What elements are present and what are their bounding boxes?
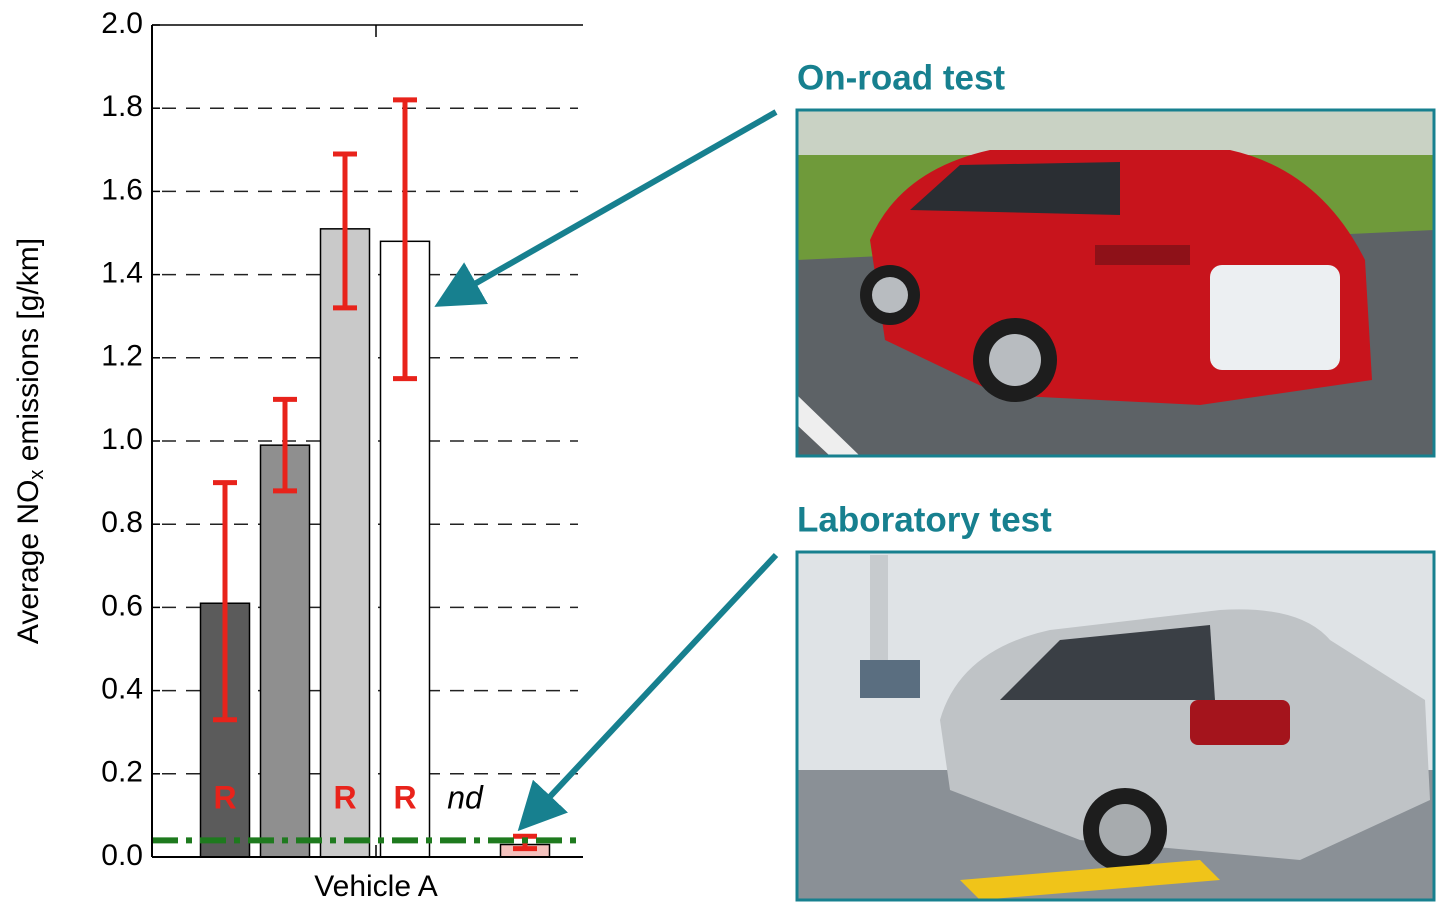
x-axis-label: Vehicle A: [314, 870, 437, 903]
bar-label: R: [393, 779, 416, 815]
y-label-part: emissions [g/km]: [12, 238, 45, 470]
bar: [321, 229, 370, 857]
y-label-part: Average NO: [12, 480, 45, 645]
panel-title: Laboratory test: [797, 500, 1052, 539]
y-axis-label: Average NOx emissions [g/km]: [12, 238, 48, 644]
panel-title: On-road test: [797, 58, 1005, 97]
y-tick-label: 2.0: [101, 7, 143, 40]
arrow: [530, 555, 776, 818]
y-tick-label: 1.8: [101, 90, 143, 123]
y-tick-label: 0.4: [101, 673, 143, 706]
y-tick-label: 1.2: [101, 340, 143, 373]
bar-label: R: [213, 779, 236, 815]
y-tick-label: 0.0: [101, 839, 143, 872]
y-tick-label: 1.4: [101, 257, 143, 290]
y-tick-label: 1.0: [101, 423, 143, 456]
y-tick-label: 0.8: [101, 506, 143, 539]
bar-label: R: [333, 779, 356, 815]
bar: [261, 445, 310, 857]
laboratory-photo: [797, 552, 1434, 900]
y-label-subscript: x: [26, 470, 48, 480]
y-tick-label: 1.6: [101, 173, 143, 206]
y-tick-label: 0.2: [101, 756, 143, 789]
y-tick-label: 0.6: [101, 589, 143, 622]
on-road-photo: [797, 110, 1434, 456]
figure: 0.0 0.2 0.4 0.6 0.8 1.0 1.2 1.4 1.6 1.8 2.0 R R Rnd A…: [0, 0, 1437, 906]
arrow: [450, 112, 776, 298]
bar-label: nd: [447, 779, 484, 815]
